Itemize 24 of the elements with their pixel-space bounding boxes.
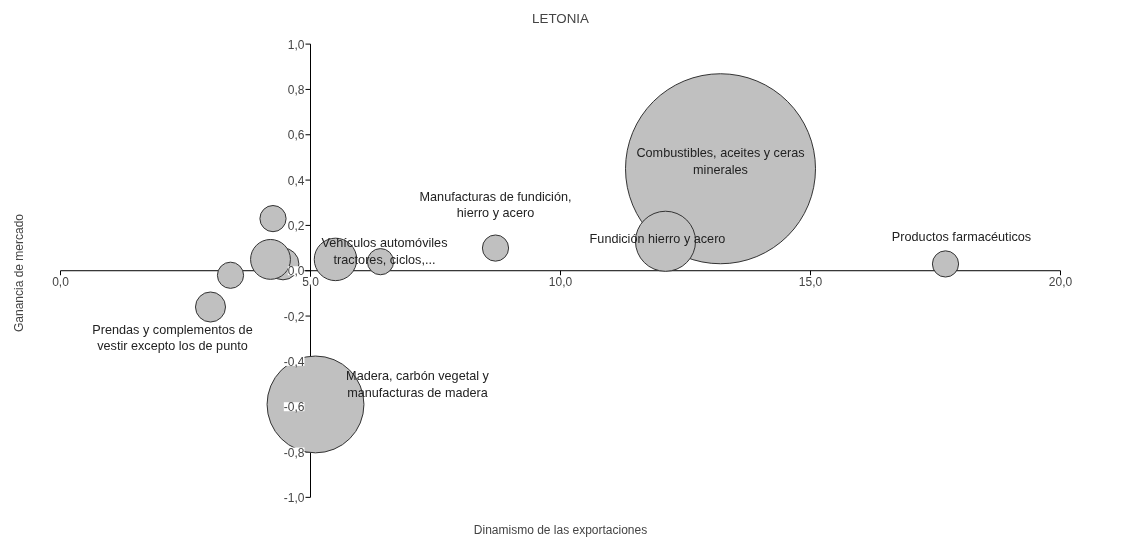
data-label: Fundición hierro y acero: [589, 232, 726, 247]
y-tick-label: 0,0: [287, 264, 305, 279]
y-tick-label: 0,6: [287, 128, 305, 143]
data-label: Prendas y complementos de vestir excepto los de punto: [92, 322, 253, 354]
y-tick-label: -0,4: [283, 354, 305, 369]
data-label: Combustibles, aceites y ceras minerales: [636, 146, 805, 178]
y-axis-title: Ganancia de mercado: [11, 213, 26, 333]
x-tick-label: 5,0: [302, 274, 320, 289]
y-tick-label: -0,8: [283, 445, 305, 460]
data-label: Manufacturas de fundición, hierro y acero: [419, 189, 572, 221]
y-tick-label: 1,0: [287, 37, 305, 52]
y-tick-label: -0,2: [283, 309, 305, 324]
x-tick-label: 0,0: [52, 274, 70, 289]
y-tick-label: 0,4: [287, 173, 305, 188]
x-tick-label: 15,0: [798, 274, 823, 289]
x-tick-label: 20,0: [1048, 274, 1073, 289]
y-tick-label: -1,0: [283, 490, 305, 505]
data-label: Productos farmacéuticos: [891, 229, 1032, 244]
x-tick-label: 10,0: [548, 274, 573, 289]
y-tick-label: 0,8: [287, 82, 305, 97]
x-axis-title: Dinamismo de las exportaciones: [473, 522, 648, 537]
chart-title: LETONIA: [532, 10, 589, 26]
y-tick-label: 0,2: [287, 218, 305, 233]
y-tick-label: -0,6: [283, 400, 305, 415]
